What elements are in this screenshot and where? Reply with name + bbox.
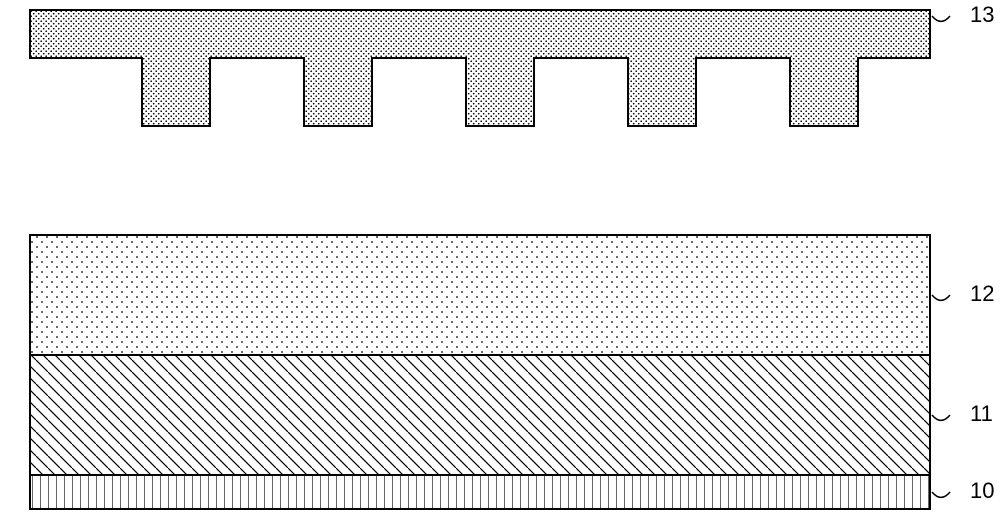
label-13-leader [932,16,950,21]
stamp-13 [30,10,930,126]
diagram-svg: 10 11 12 13 [0,0,1000,519]
label-10-leader [932,492,950,497]
label-10: 10 [970,478,994,503]
layer-11 [30,355,930,475]
label-11: 11 [970,401,993,426]
label-11-leader [932,415,950,420]
label-13: 13 [970,2,994,27]
label-12: 12 [970,281,994,306]
label-12-leader [932,295,950,300]
layer-10 [30,475,930,509]
layer-12 [30,235,930,355]
